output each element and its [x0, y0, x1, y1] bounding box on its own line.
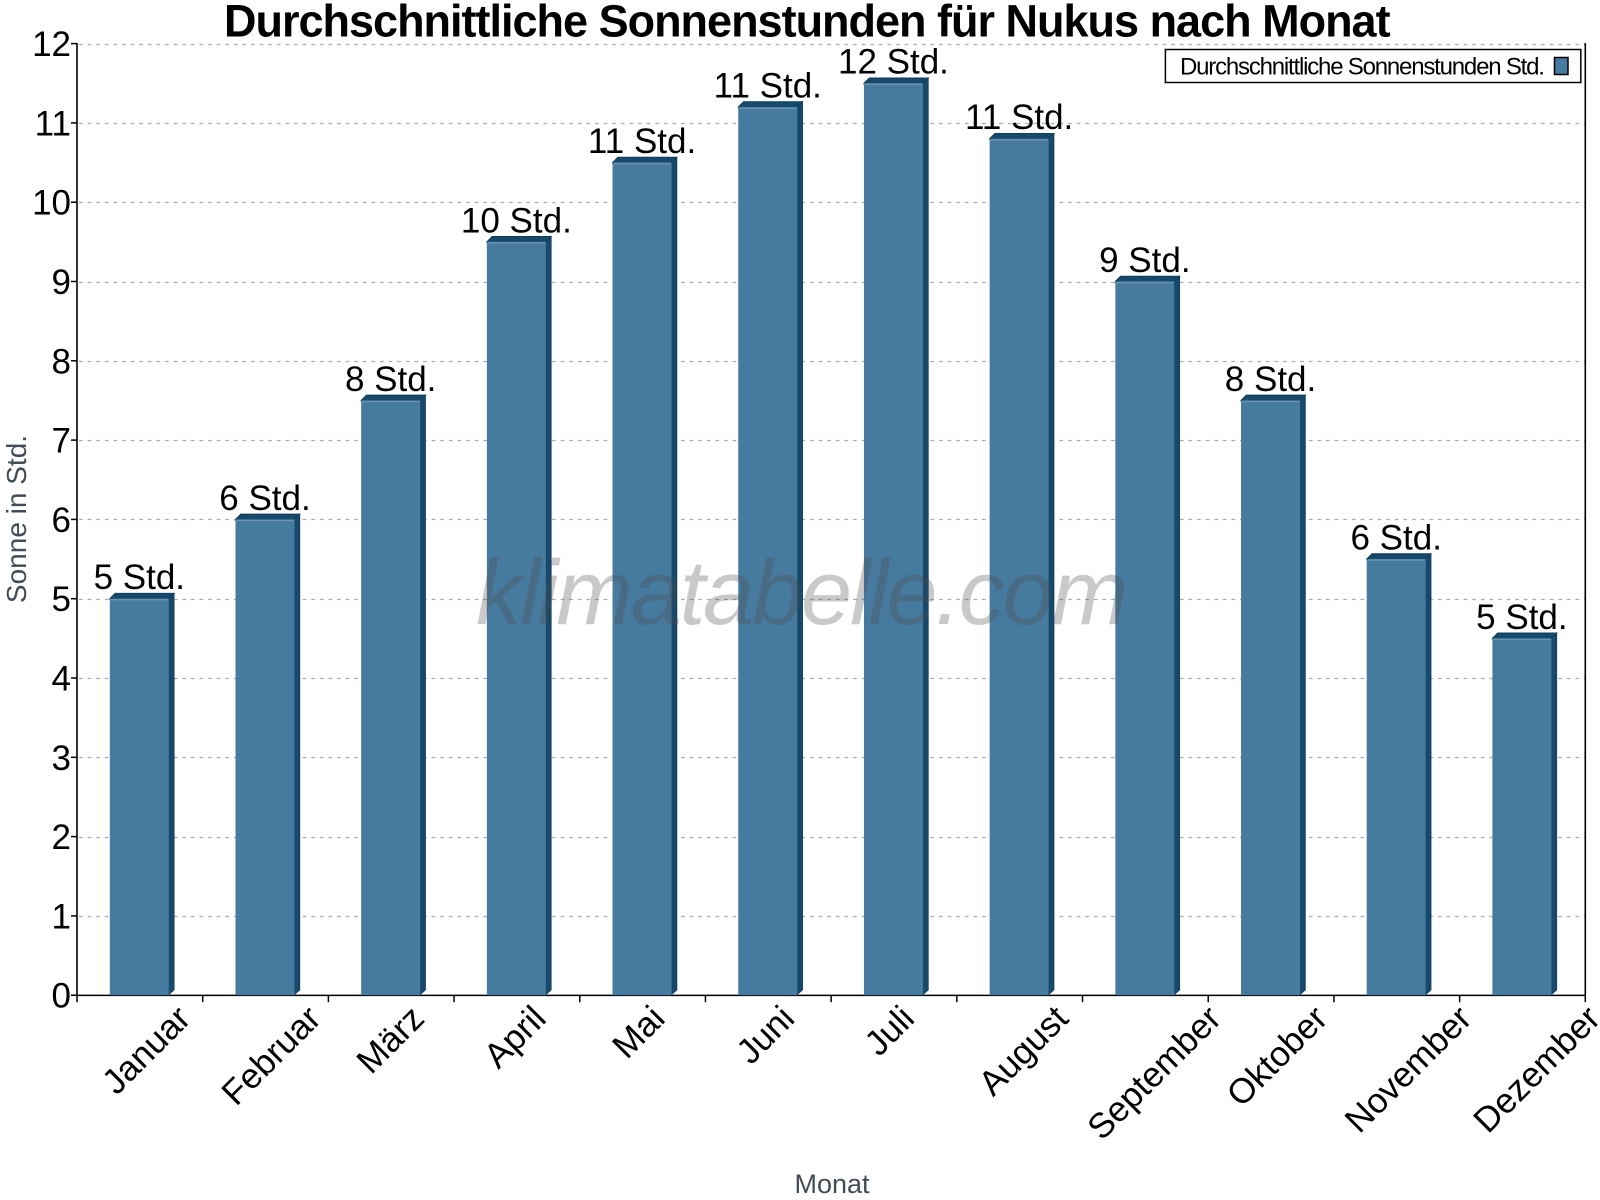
svg-text:Durchschnittliche Sonnenstunde: Durchschnittliche Sonnenstunden für Nuku… [224, 0, 1391, 47]
svg-text:11: 11 [35, 104, 71, 143]
svg-text:7: 7 [52, 422, 71, 461]
svg-text:3: 3 [52, 739, 71, 778]
svg-text:9: 9 [52, 263, 71, 302]
svg-text:6 Std.: 6 Std. [1350, 518, 1441, 557]
svg-text:4: 4 [52, 660, 71, 699]
svg-text:6: 6 [52, 501, 71, 540]
svg-text:klimatabelle.com: klimatabelle.com [476, 542, 1126, 644]
svg-text:9 Std.: 9 Std. [1099, 241, 1190, 280]
svg-text:10 Std.: 10 Std. [461, 201, 572, 240]
svg-text:5: 5 [52, 580, 71, 619]
svg-text:11 Std.: 11 Std. [714, 66, 822, 105]
svg-text:11 Std.: 11 Std. [588, 122, 696, 161]
svg-text:5 Std.: 5 Std. [1476, 598, 1567, 637]
svg-text:5 Std.: 5 Std. [94, 558, 185, 597]
svg-text:8: 8 [52, 342, 71, 381]
svg-text:1: 1 [52, 897, 71, 936]
svg-text:Monat: Monat [794, 1169, 870, 1199]
svg-text:6 Std.: 6 Std. [219, 479, 310, 518]
svg-text:Sonne in Std.: Sonne in Std. [1, 435, 32, 603]
svg-text:0: 0 [52, 977, 71, 1016]
svg-text:8 Std.: 8 Std. [345, 360, 436, 399]
svg-text:11 Std.: 11 Std. [965, 98, 1073, 137]
svg-text:12 Std.: 12 Std. [838, 43, 949, 82]
svg-text:12: 12 [32, 25, 71, 64]
svg-text:8 Std.: 8 Std. [1225, 360, 1316, 399]
svg-text:Durchschnittliche Sonnenstunde: Durchschnittliche Sonnenstunden Std. [1180, 54, 1544, 81]
svg-text:10: 10 [32, 184, 71, 223]
svg-text:2: 2 [52, 818, 71, 857]
